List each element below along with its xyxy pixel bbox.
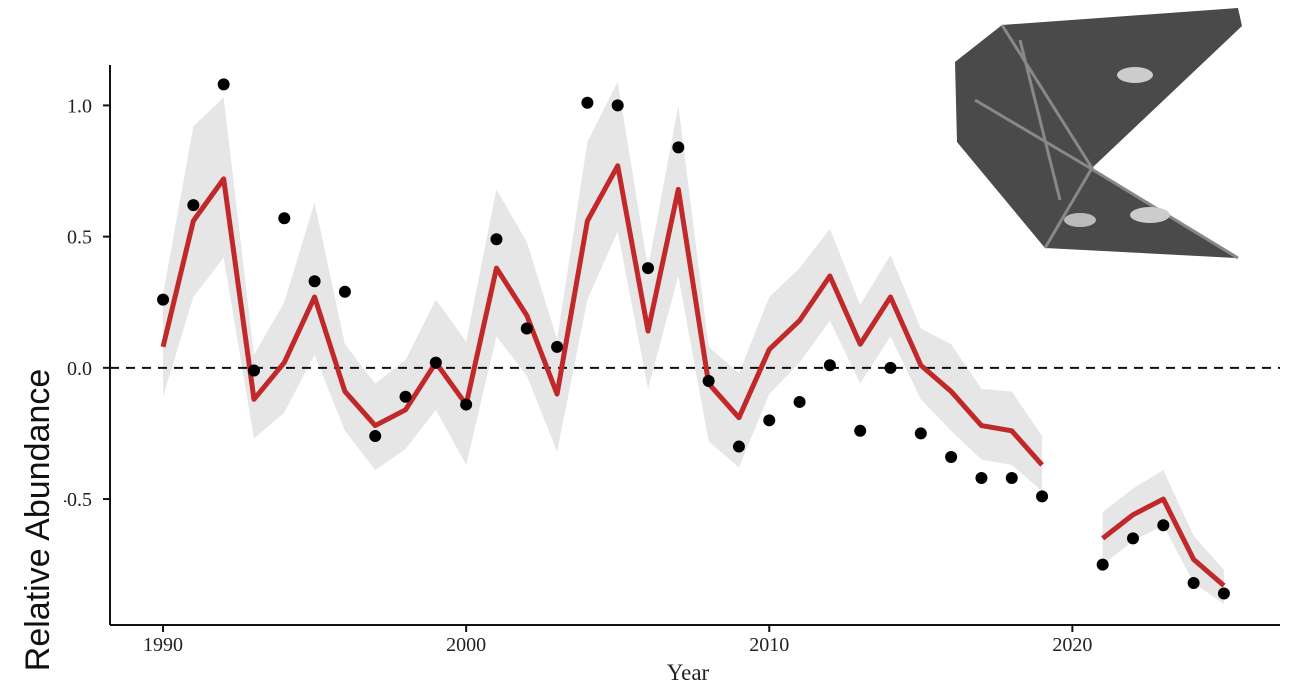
data-point xyxy=(278,212,291,225)
data-point xyxy=(520,322,533,335)
data-point xyxy=(551,340,564,353)
data-point xyxy=(1005,472,1018,485)
data-point xyxy=(884,361,897,374)
data-point xyxy=(702,374,715,387)
data-point xyxy=(308,275,321,288)
data-point xyxy=(581,96,594,109)
data-point xyxy=(1036,490,1049,503)
data-point xyxy=(217,78,230,91)
x-tick-label: 1990 xyxy=(143,634,183,656)
data-point xyxy=(1187,577,1200,590)
data-point xyxy=(369,430,382,443)
data-point xyxy=(611,99,624,112)
fish xyxy=(1117,67,1153,83)
data-point xyxy=(1126,532,1139,545)
data-point xyxy=(763,414,776,427)
data-point xyxy=(914,427,927,440)
confidence-band xyxy=(1102,470,1224,605)
data-point xyxy=(854,424,867,437)
data-point xyxy=(460,398,473,411)
fit-line xyxy=(1101,496,1226,588)
fish xyxy=(1130,207,1170,223)
data-point xyxy=(1217,587,1230,600)
x-tick-label: 2000 xyxy=(446,634,486,656)
fish xyxy=(1064,213,1096,227)
x-tick-label: 2010 xyxy=(749,634,789,656)
data-point xyxy=(793,395,806,408)
fit-line xyxy=(160,163,1044,467)
data-point xyxy=(187,199,200,212)
data-point xyxy=(1157,519,1170,532)
data-point xyxy=(642,262,655,275)
plot-area: 1.0 0.5 0.0 -0.5 1990 2000 2010 2020 xyxy=(60,65,1280,656)
data-point xyxy=(672,141,685,154)
data-point xyxy=(945,451,958,464)
data-point xyxy=(732,440,745,453)
y-tick-label: 0.5 xyxy=(67,227,92,249)
trap-image xyxy=(955,8,1242,260)
data-point xyxy=(1096,558,1109,571)
confidence-band xyxy=(163,81,1043,492)
data-point xyxy=(823,359,836,372)
data-point xyxy=(490,233,503,246)
data-point xyxy=(975,472,988,485)
trap-shape xyxy=(955,8,1242,258)
data-point xyxy=(429,356,442,369)
data-point xyxy=(157,293,170,306)
x-axis-title: Year xyxy=(667,660,710,685)
y-axis-title: Relative Abundance xyxy=(19,369,57,671)
data-point xyxy=(338,285,351,298)
x-tick-label: 2020 xyxy=(1052,634,1092,656)
y-tick-label: 0.0 xyxy=(67,358,92,380)
y-tick-label: -0.5 xyxy=(60,489,92,511)
data-point xyxy=(247,364,260,377)
y-tick-label: 1.0 xyxy=(67,95,92,117)
data-point xyxy=(399,390,412,403)
